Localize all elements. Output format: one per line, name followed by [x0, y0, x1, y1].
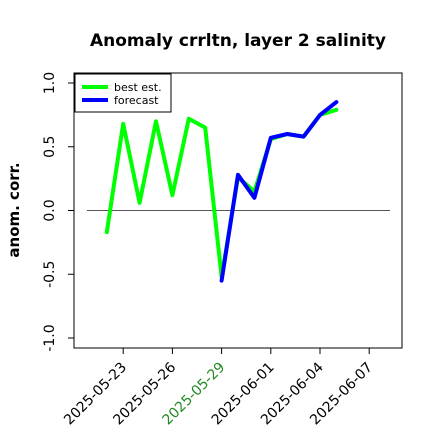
y-tick-label: 0.5 [42, 136, 58, 158]
y-axis-label: anom. corr. [5, 162, 23, 257]
y-tick-label: 0.0 [42, 199, 58, 221]
legend-label: forecast [114, 94, 159, 107]
plot-frame [73, 72, 403, 349]
axes: -1.0-0.50.00.51.02025-05-232025-05-26202… [42, 72, 376, 429]
legend-label: best est. [114, 81, 162, 94]
legend-box [74, 73, 172, 113]
series-line-forecast [219, 100, 339, 283]
y-tick-label: -0.5 [42, 261, 58, 288]
legend: best est.forecast [74, 73, 172, 113]
y-tick-label: 1.0 [42, 72, 58, 94]
plot-area [87, 100, 390, 283]
y-tick-label: -1.0 [42, 324, 58, 351]
chart-title: Anomaly crrltn, layer 2 salinity [90, 31, 386, 51]
